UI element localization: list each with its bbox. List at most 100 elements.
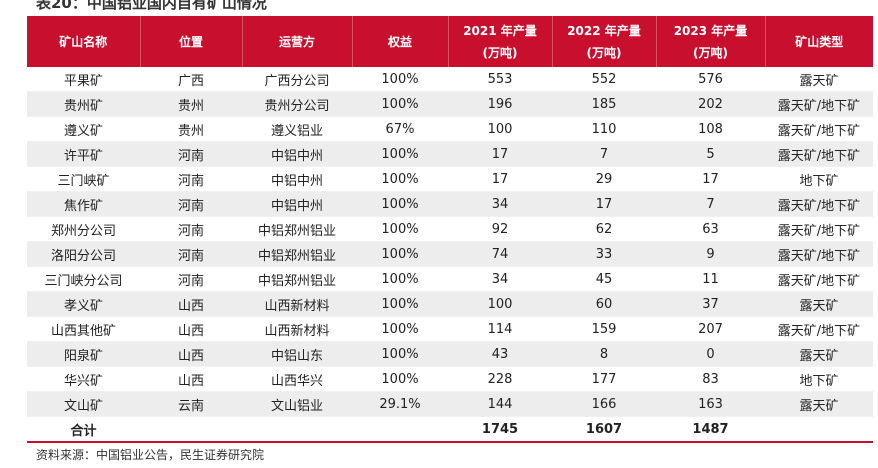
- table-row: 贵州矿 贵州 贵州分公司 100% 196 185 202 露天矿/地下矿: [27, 91, 873, 117]
- cell-output-2021: 34: [448, 266, 552, 292]
- cell-operator: 中铝郑州铝业: [242, 266, 352, 292]
- cell-output-2021: 100: [448, 116, 552, 142]
- table-row: 郑州分公司 河南 中铝郑州铝业 100% 92 62 63 露天矿/地下矿: [27, 216, 873, 242]
- cell-operator: 山西华兴: [242, 366, 352, 392]
- cell-equity: 100%: [352, 191, 448, 217]
- cell-mine-name: 山西其他矿: [27, 316, 140, 342]
- cell-mine-type: 露天矿/地下矿: [765, 216, 873, 242]
- cell-mine-name: 贵州矿: [27, 91, 140, 117]
- col-header-mine-type: 矿山类型: [764, 16, 873, 67]
- total-cell-equity: [352, 416, 448, 443]
- cell-output-2021: 17: [448, 166, 552, 192]
- table-row: 三门峡矿 河南 中铝中州 100% 17 29 17 地下矿: [27, 166, 873, 192]
- cell-mine-type: 露天矿: [765, 391, 873, 417]
- cell-equity: 100%: [352, 241, 448, 267]
- cell-equity: 100%: [352, 316, 448, 342]
- cell-location: 河南: [140, 241, 242, 267]
- cell-output-2021: 114: [448, 316, 552, 342]
- cell-mine-name: 郑州分公司: [27, 216, 140, 242]
- cell-mine-name: 洛阳分公司: [27, 241, 140, 267]
- cell-output-2021: 553: [448, 67, 552, 92]
- total-cell-output-2023: 1487: [656, 416, 765, 443]
- cell-output-2022: 29: [552, 166, 656, 192]
- col-header-output-2023: 2023 年产量 (万吨): [655, 16, 765, 67]
- table-title: 表20：中国铝业国内自有矿山情况: [36, 0, 267, 12]
- cell-operator: 中铝中州: [242, 141, 352, 167]
- cell-location: 贵州: [140, 91, 242, 117]
- cell-output-2023: 5: [656, 141, 765, 167]
- cell-mine-name: 遵义矿: [27, 116, 140, 142]
- cell-output-2021: 228: [448, 366, 552, 392]
- cell-equity: 100%: [352, 67, 448, 92]
- cell-mine-type: 露天矿/地下矿: [765, 91, 873, 117]
- cell-output-2022: 17: [552, 191, 656, 217]
- cell-output-2022: 62: [552, 216, 656, 242]
- cell-location: 河南: [140, 216, 242, 242]
- cell-mine-name: 许平矿: [27, 141, 140, 167]
- cell-output-2022: 33: [552, 241, 656, 267]
- table-row: 遵义矿 贵州 遵义铝业 67% 100 110 108 露天矿/地下矿: [27, 116, 873, 142]
- mines-table: 矿山名称 位置 运营方 权益 2021 年产量 (万吨) 2022 年产量 (万吨)…: [27, 16, 873, 443]
- cell-mine-name: 三门峡矿: [27, 166, 140, 192]
- total-cell-mine-type: [765, 416, 873, 443]
- cell-equity: 67%: [352, 116, 448, 142]
- cell-output-2022: 159: [552, 316, 656, 342]
- cell-output-2021: 196: [448, 91, 552, 117]
- cell-output-2022: 60: [552, 291, 656, 317]
- cell-output-2021: 74: [448, 241, 552, 267]
- table-row: 文山矿 云南 文山铝业 29.1% 144 166 163 露天矿: [27, 391, 873, 417]
- cell-output-2022: 45: [552, 266, 656, 292]
- cell-location: 山西: [140, 291, 242, 317]
- cell-mine-type: 露天矿/地下矿: [765, 316, 873, 342]
- cell-output-2021: 43: [448, 341, 552, 367]
- cell-equity: 100%: [352, 166, 448, 192]
- cell-operator: 中铝山东: [242, 341, 352, 367]
- cell-output-2022: 552: [552, 67, 656, 92]
- cell-output-2023: 63: [656, 216, 765, 242]
- cell-equity: 100%: [352, 141, 448, 167]
- table-row: 平果矿 广西 广西分公司 100% 553 552 576 露天矿: [27, 67, 873, 92]
- table-row: 洛阳分公司 河南 中铝郑州铝业 100% 74 33 9 露天矿/地下矿: [27, 241, 873, 267]
- cell-location: 云南: [140, 391, 242, 417]
- source-note: 资料来源：中国铝业公告，民生证券研究院: [36, 448, 265, 462]
- table-row: 孝义矿 山西 山西新材料 100% 100 60 37 露天矿: [27, 291, 873, 317]
- total-cell-location: [140, 416, 242, 443]
- cell-operator: 遵义铝业: [242, 116, 352, 142]
- header-row: 矿山名称 位置 运营方 权益 2021 年产量 (万吨) 2022 年产量 (万吨)…: [27, 16, 873, 67]
- cell-equity: 100%: [352, 341, 448, 367]
- cell-mine-type: 露天矿/地下矿: [765, 266, 873, 292]
- col-header-output-2021: 2021 年产量 (万吨): [447, 16, 552, 67]
- cell-output-2022: 185: [552, 91, 656, 117]
- cell-location: 河南: [140, 141, 242, 167]
- cell-mine-type: 露天矿: [765, 291, 873, 317]
- cell-operator: 中铝郑州铝业: [242, 241, 352, 267]
- cell-output-2022: 166: [552, 391, 656, 417]
- cell-output-2023: 0: [656, 341, 765, 367]
- cell-output-2023: 17: [656, 166, 765, 192]
- cell-location: 河南: [140, 191, 242, 217]
- table-row: 华兴矿 山西 山西华兴 100% 228 177 83 地下矿: [27, 366, 873, 392]
- cell-mine-type: 露天矿/地下矿: [765, 241, 873, 267]
- total-cell-mine-name: 合计: [27, 416, 140, 443]
- col-header-output-2022: 2022 年产量 (万吨): [551, 16, 656, 67]
- cell-equity: 29.1%: [352, 391, 448, 417]
- cell-output-2023: 7: [656, 191, 765, 217]
- cell-equity: 100%: [352, 366, 448, 392]
- cell-output-2021: 92: [448, 216, 552, 242]
- table-row: 三门峡分公司 河南 中铝郑州铝业 100% 34 45 11 露天矿/地下矿: [27, 266, 873, 292]
- cell-mine-type: 露天矿/地下矿: [765, 141, 873, 167]
- cell-mine-type: 露天矿: [765, 341, 873, 367]
- cell-mine-type: 露天矿/地下矿: [765, 116, 873, 142]
- cell-output-2023: 9: [656, 241, 765, 267]
- cell-operator: 文山铝业: [242, 391, 352, 417]
- cell-equity: 100%: [352, 266, 448, 292]
- cell-output-2022: 8: [552, 341, 656, 367]
- cell-output-2023: 83: [656, 366, 765, 392]
- cell-mine-name: 焦作矿: [27, 191, 140, 217]
- cell-output-2022: 7: [552, 141, 656, 167]
- cell-mine-name: 文山矿: [27, 391, 140, 417]
- cell-mine-type: 地下矿: [765, 166, 873, 192]
- table-row: 阳泉矿 山西 中铝山东 100% 43 8 0 露天矿: [27, 341, 873, 367]
- cell-output-2021: 100: [448, 291, 552, 317]
- cell-location: 河南: [140, 266, 242, 292]
